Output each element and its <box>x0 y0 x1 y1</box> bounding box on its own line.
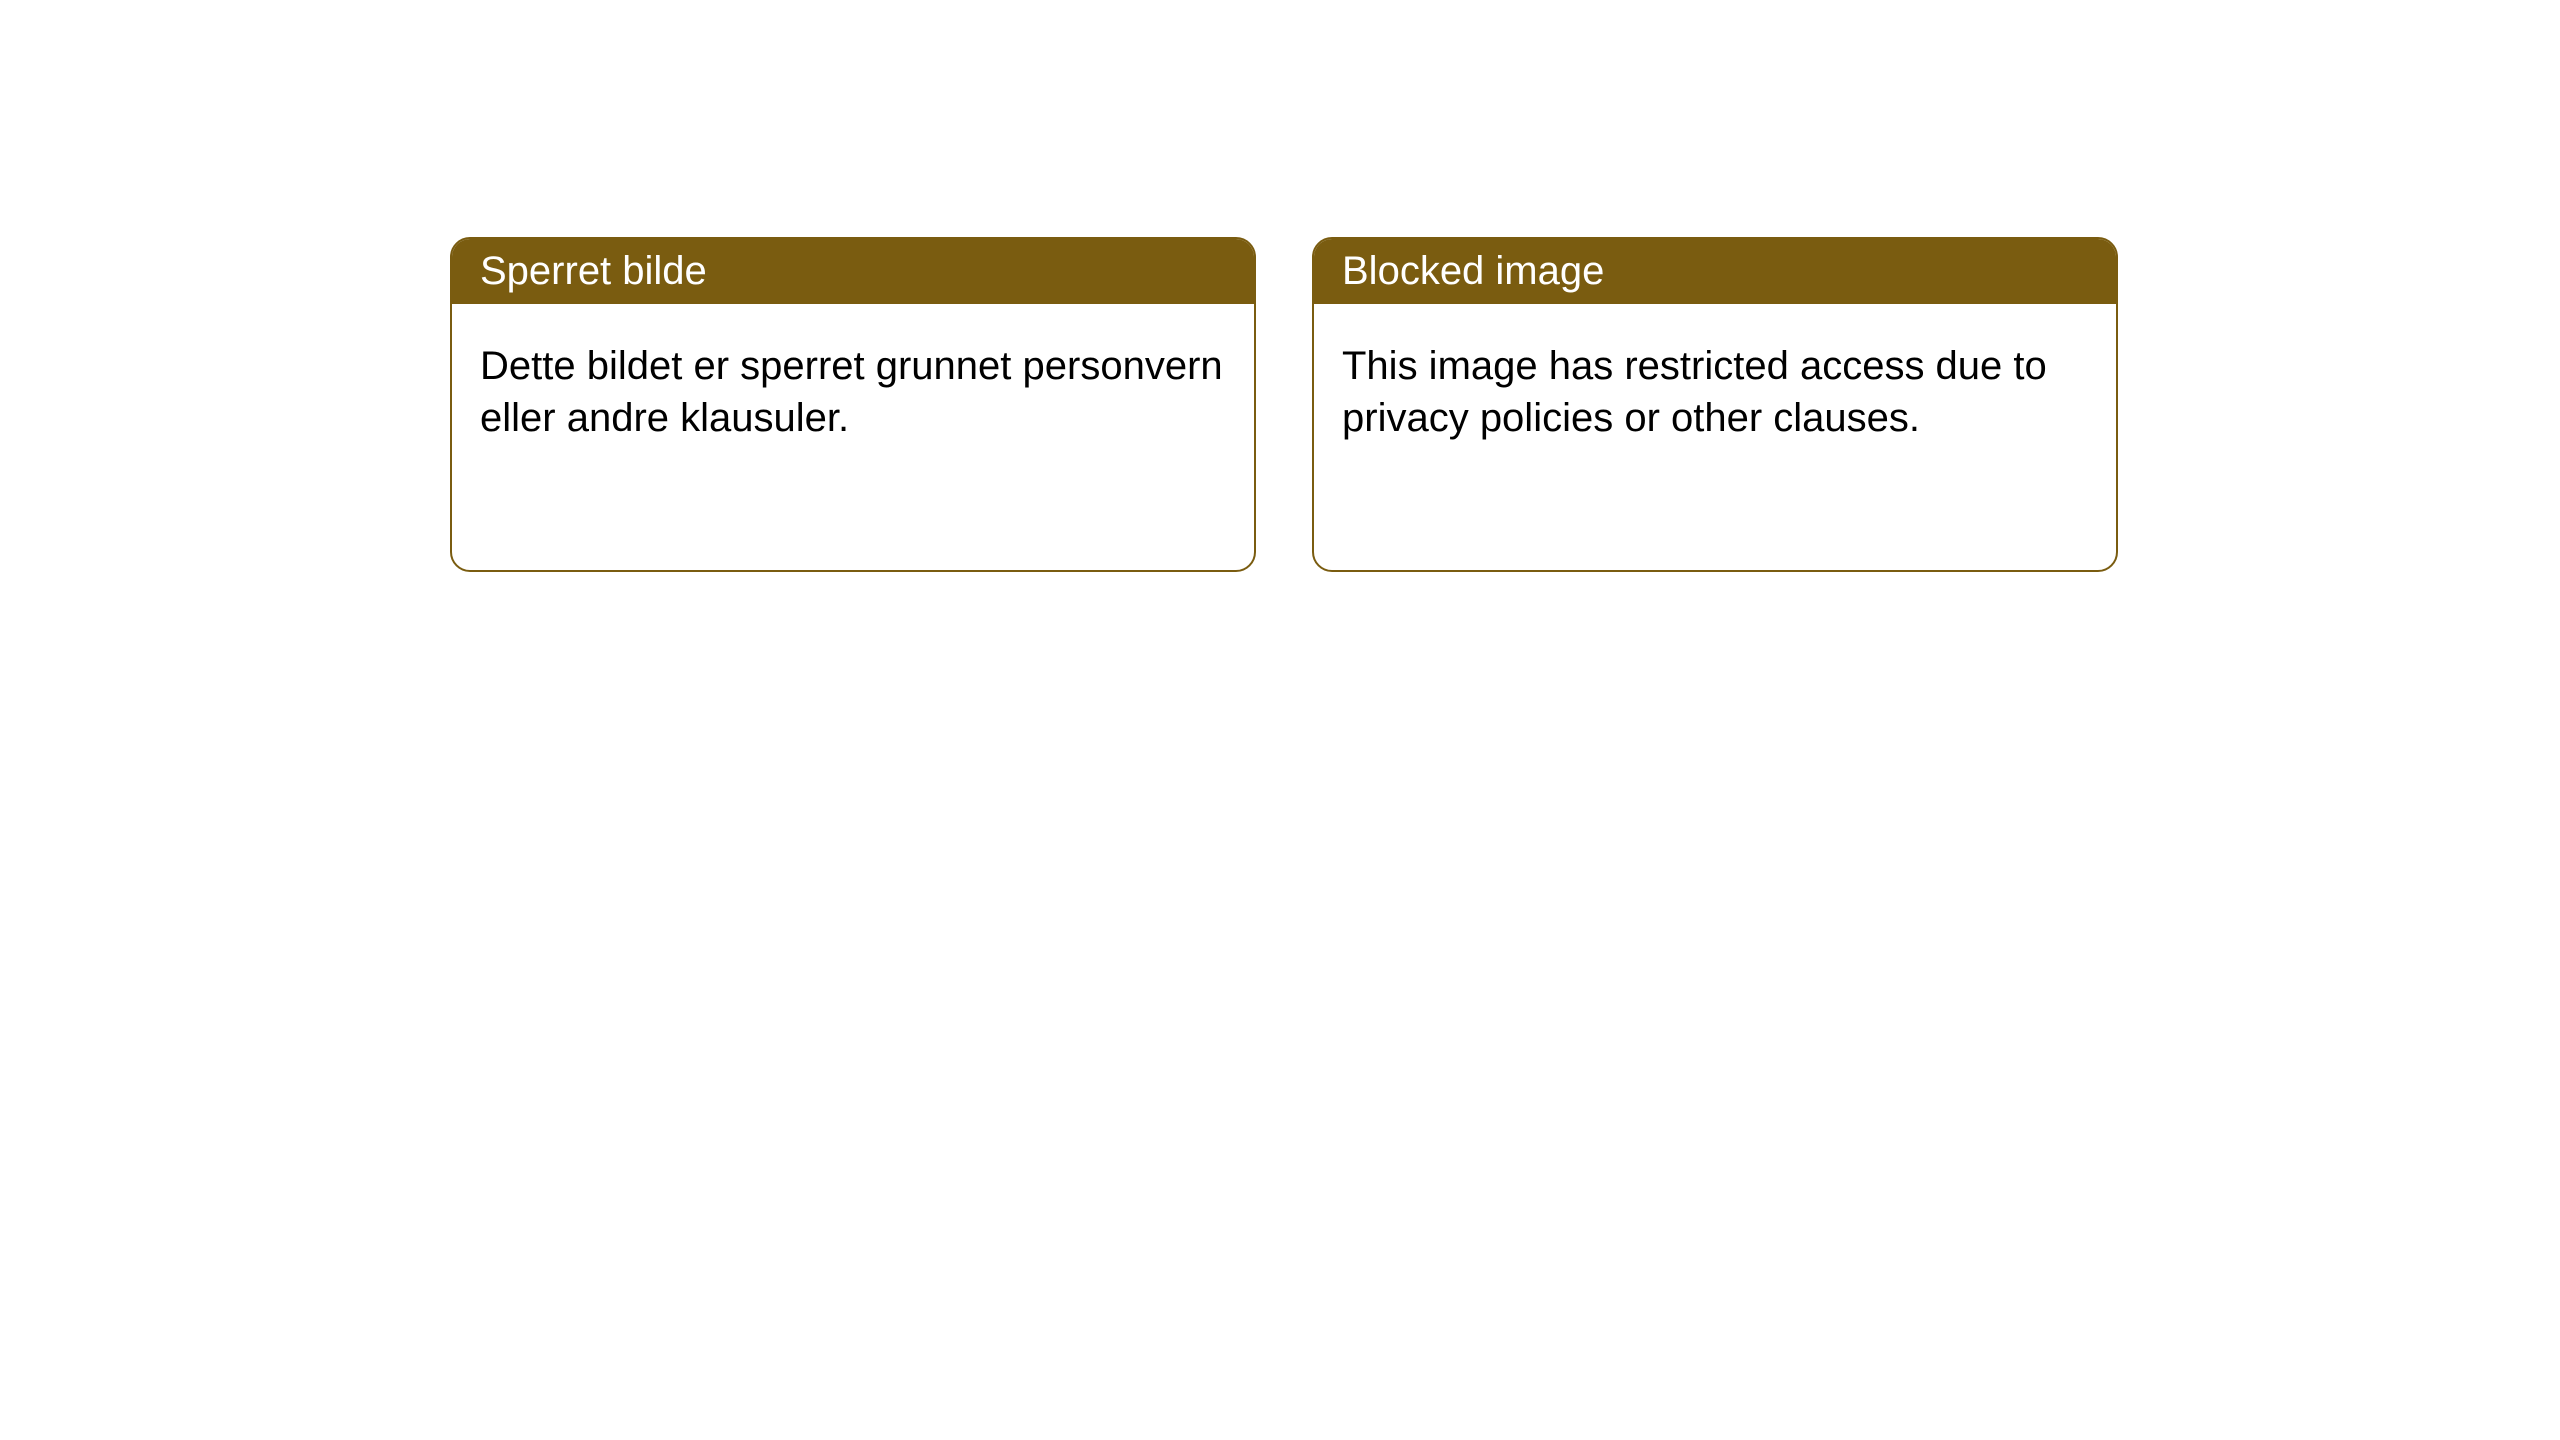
cards-container: Sperret bilde Dette bildet er sperret gr… <box>0 0 2560 572</box>
card-header: Sperret bilde <box>452 239 1254 304</box>
card-body: Dette bildet er sperret grunnet personve… <box>452 304 1254 480</box>
card-header: Blocked image <box>1314 239 2116 304</box>
blocked-image-card-no: Sperret bilde Dette bildet er sperret gr… <box>450 237 1256 572</box>
blocked-image-card-en: Blocked image This image has restricted … <box>1312 237 2118 572</box>
card-body: This image has restricted access due to … <box>1314 304 2116 480</box>
